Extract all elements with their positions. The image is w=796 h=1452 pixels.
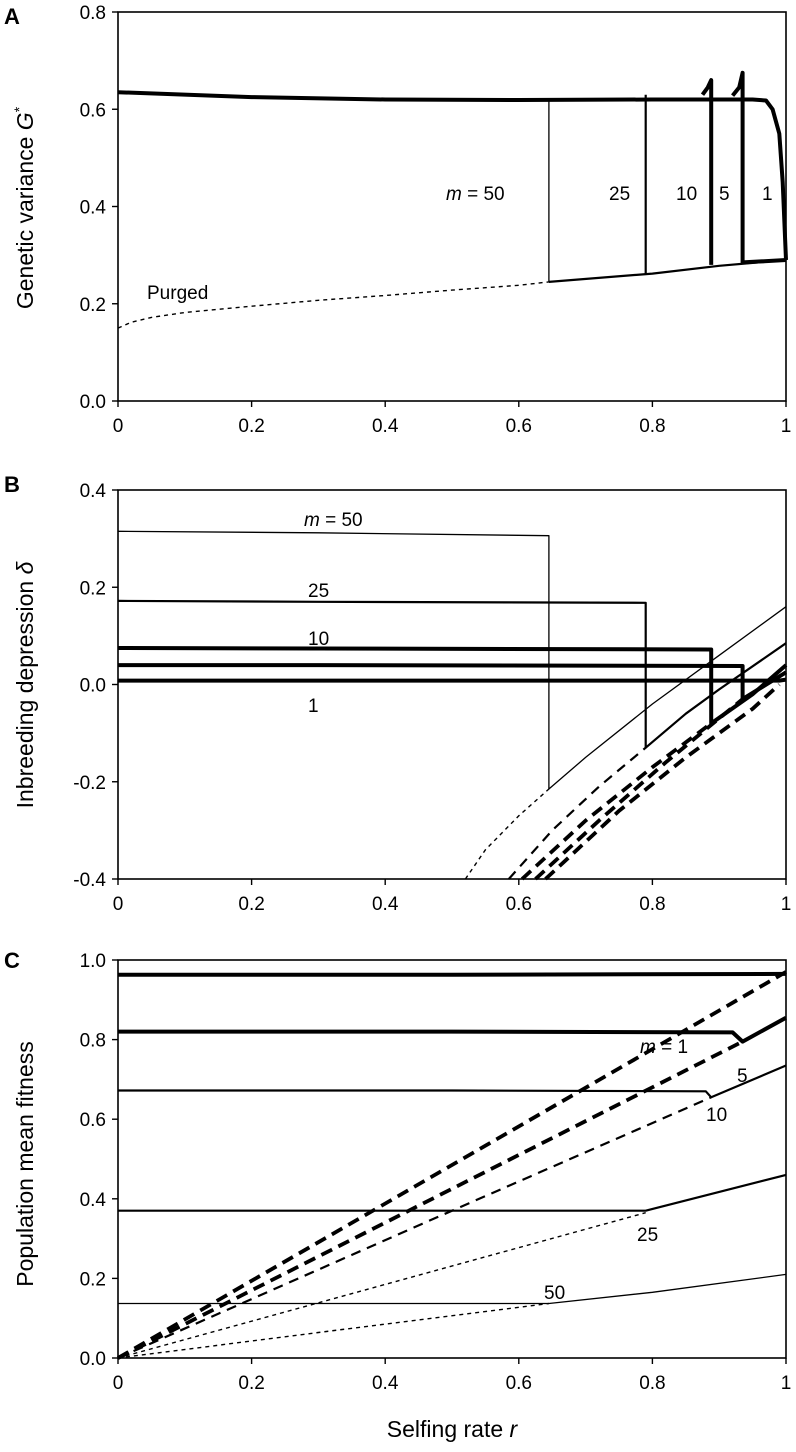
x-tick-label: 0.4	[372, 1373, 399, 1394]
x-axis-label: Selfing rate r	[387, 1416, 519, 1442]
x-tick-label: 1	[781, 416, 792, 437]
y-tick-label: 0.6	[80, 100, 106, 121]
annotations-b: m = 50 25 10 1	[304, 510, 363, 717]
series-line-m-1-selfing	[117, 970, 787, 1360]
y-tick-label: 0.2	[80, 295, 106, 316]
annotation-10: 10	[706, 1105, 727, 1126]
series-line-purged	[117, 281, 549, 329]
series-line-purged-selfing	[548, 258, 787, 283]
y-tick-label: -0.4	[73, 870, 106, 891]
x-tick-label: 0.4	[372, 416, 399, 437]
x-tick-label: 0.8	[639, 416, 665, 437]
x-tick-label: 0.2	[238, 416, 264, 437]
series-line-m-10	[117, 646, 788, 726]
series-line-m-10-selfing	[117, 1096, 712, 1360]
y-tick-label: 0.0	[80, 392, 106, 413]
x-tick-label: 0.2	[238, 1373, 264, 1394]
series-line-m-5	[118, 663, 788, 702]
y-axis-label-a: Genetic variance G*	[11, 106, 38, 309]
y-axis-label-c: Population mean fitness	[12, 1041, 38, 1287]
y-tick-label: 0.4	[80, 1190, 107, 1211]
y-tick-label: 0.2	[80, 578, 106, 599]
series-line-m-1	[118, 677, 787, 683]
annotation-10: 10	[308, 629, 329, 650]
annotation-1: 1	[308, 696, 319, 717]
plot-area-a	[117, 70, 788, 329]
annotation-25: 25	[637, 1225, 658, 1246]
x-tick-label: 0.2	[238, 894, 264, 915]
x-tick-label: 1	[781, 894, 792, 915]
series-line-m-25	[118, 1173, 787, 1212]
x-tick-label: 0.6	[506, 894, 532, 915]
axis-ticks-a: 0 0.2 0.4 0.6 0.8 1 0.0 0.2 0.4 0.6 0.8	[80, 3, 792, 437]
series-line-m-50	[117, 530, 787, 790]
y-tick-label: 0.4	[80, 198, 107, 219]
y-tick-label: 0.0	[80, 1349, 106, 1370]
x-tick-label: 0.6	[506, 416, 532, 437]
plot-area-c	[117, 970, 787, 1360]
panel-label-a: A	[4, 4, 20, 29]
x-tick-label: 0	[113, 894, 124, 915]
panel-c: C Population mean fitness 0 0.2 0.4 0.6 …	[4, 948, 791, 1394]
y-tick-label: 0.8	[80, 3, 106, 24]
plot-frame-c	[117, 959, 787, 1359]
series-line-m-25	[117, 599, 787, 749]
series-line-m-5-unstable	[534, 697, 744, 881]
y-tick-label: 0.4	[80, 481, 107, 502]
annotation-25: 25	[308, 581, 329, 602]
x-tick-label: 0	[113, 416, 124, 437]
y-tick-label: 1.0	[80, 951, 106, 972]
y-tick-label: 0.0	[80, 676, 106, 697]
plot-frame-a	[117, 11, 787, 402]
annotation-m50: m = 50	[446, 184, 505, 205]
annotation-50: 50	[544, 1283, 565, 1304]
series-line-m-1	[118, 971, 787, 977]
annotations-c: m = 1 5 10 25 50	[544, 1037, 748, 1304]
series-line-m-50-selfing	[117, 1302, 549, 1359]
y-tick-label: 0.2	[80, 1269, 106, 1290]
y-tick-label: 0.8	[80, 1031, 106, 1052]
y-tick-label: 0.6	[80, 1110, 106, 1131]
annotation-purged: Purged	[147, 283, 208, 304]
x-tick-label: 0	[113, 1373, 124, 1394]
y-axis-label-b: Inbreeding depression δ	[12, 561, 38, 808]
series-line-m-1	[117, 90, 788, 261]
series-line-m-5-selfing	[117, 1039, 744, 1360]
series-line-m-25-unstable	[507, 746, 647, 880]
series-line-m-25-selfing	[117, 1212, 646, 1359]
annotations-a: m = 50 25 10 5 1 Purged	[147, 184, 773, 304]
series-line-m-5	[118, 1015, 787, 1044]
series-line-m-50-unstable	[464, 788, 550, 880]
annotation-1: 1	[762, 184, 773, 205]
annotation-m50: m = 50	[304, 510, 363, 531]
series-line-m-10	[118, 1064, 787, 1099]
annotation-10: 10	[676, 184, 697, 205]
x-tick-label: 0.6	[506, 1373, 532, 1394]
series-line-m-1-unstable	[544, 683, 781, 881]
annotation-5: 5	[737, 1066, 748, 1087]
panel-a: A Genetic variance G* 0 0.2 0.4 0.6 0.8 …	[4, 3, 791, 437]
panel-label-c: C	[4, 948, 20, 973]
x-tick-label: 0.8	[639, 894, 665, 915]
x-tick-label: 0.8	[639, 1373, 665, 1394]
series-line-m-10	[700, 78, 714, 265]
annotation-5: 5	[719, 184, 730, 205]
annotation-25: 25	[609, 184, 630, 205]
axis-ticks-c: 0 0.2 0.4 0.6 0.8 1 0.0 0.2 0.4 0.6 0.8 …	[80, 951, 792, 1394]
panel-label-b: B	[4, 472, 20, 497]
plot-frame-b	[117, 489, 787, 880]
x-tick-label: 0.4	[372, 894, 399, 915]
axis-ticks-b: 0 0.2 0.4 0.6 0.8 1 -0.4 -0.2 0.0 0.2 0.…	[73, 481, 791, 915]
x-tick-label: 1	[781, 1373, 792, 1394]
plot-area-b	[117, 530, 788, 881]
y-tick-label: -0.2	[73, 773, 106, 794]
series-line-m-10-unstable	[520, 721, 713, 881]
panel-b: B Inbreeding depression δ 0 0.2 0.4 0.6 …	[4, 472, 791, 915]
annotation-m1: m = 1	[640, 1037, 688, 1058]
